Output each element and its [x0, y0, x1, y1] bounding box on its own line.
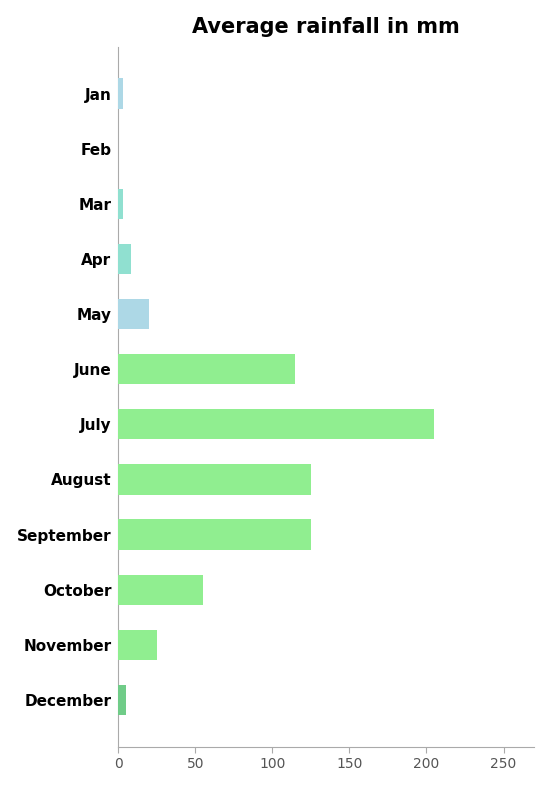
Bar: [118, 188, 123, 219]
Bar: [118, 78, 123, 109]
Bar: [118, 243, 131, 274]
Bar: [118, 519, 311, 550]
Bar: [118, 354, 295, 385]
Bar: [118, 574, 203, 605]
Bar: [118, 630, 157, 660]
Bar: [118, 299, 149, 329]
Title: Average rainfall in mm: Average rainfall in mm: [192, 17, 460, 37]
Bar: [118, 464, 311, 495]
Bar: [118, 685, 126, 715]
Bar: [118, 409, 434, 440]
